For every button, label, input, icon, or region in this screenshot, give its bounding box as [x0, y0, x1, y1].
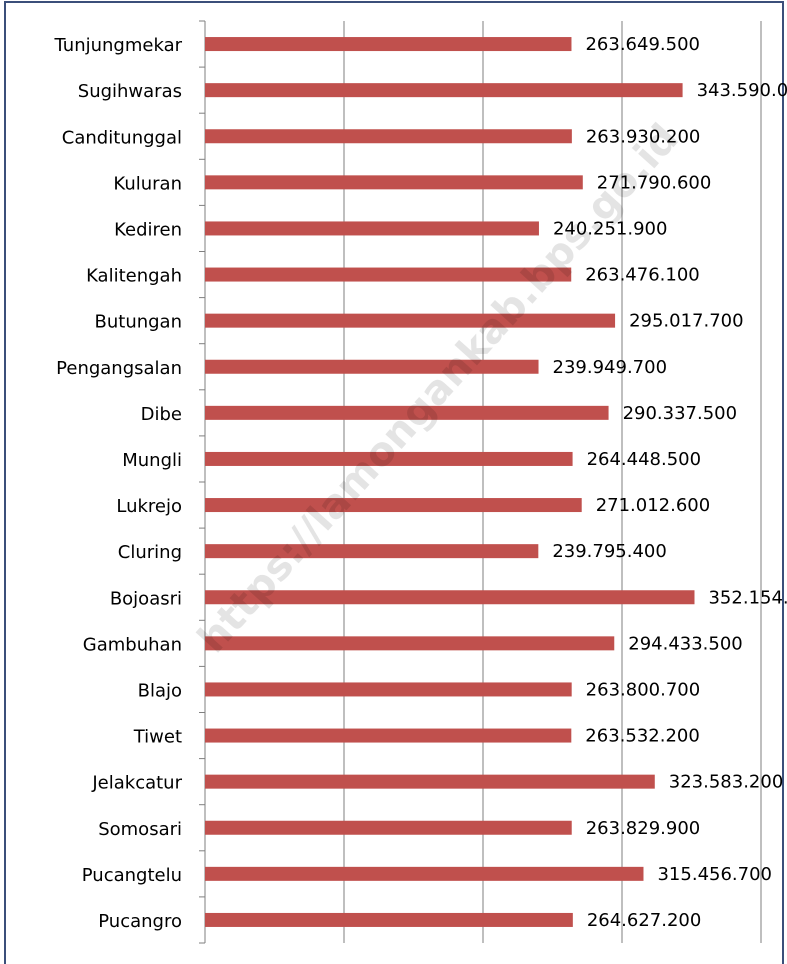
data-label: 323.583.200 [669, 772, 784, 793]
data-label: 263.476.100 [585, 265, 700, 286]
bar [205, 682, 572, 697]
bar [205, 912, 573, 927]
y-tick-label: Dibe [141, 404, 182, 425]
data-label: 239.949.700 [553, 357, 668, 378]
watermark: https://lamongankab.bps.go.id [189, 115, 688, 662]
data-label: 263.930.200 [586, 126, 701, 147]
bar [205, 866, 644, 881]
bar [205, 774, 655, 789]
y-tick-label: Pengangsalan [56, 358, 182, 379]
y-tick-label: Gambuhan [83, 634, 182, 655]
frame [4, 1, 784, 964]
y-tick-label: Somosari [98, 819, 182, 840]
bar [205, 451, 573, 466]
data-label: 264.627.200 [587, 910, 702, 931]
y-tick-label: Butungan [95, 312, 183, 333]
bar [205, 83, 683, 98]
data-label: 264.448.500 [587, 449, 702, 470]
y-tick-label: Tiwet [133, 727, 182, 748]
data-label: 271.012.600 [596, 495, 711, 516]
y-tick-label: Kuluran [113, 173, 182, 194]
bar [205, 313, 616, 328]
data-label: 263.829.900 [586, 818, 701, 839]
bar [205, 590, 695, 605]
data-label: 352.154.700 [708, 587, 787, 608]
bar [205, 221, 539, 236]
y-tick-label: Mungli [122, 450, 182, 471]
y-tick-label: Kalitengah [86, 266, 182, 287]
data-label: 294.433.500 [628, 633, 743, 654]
y-tick-label: Blajo [138, 680, 182, 701]
data-label: 263.800.700 [586, 679, 701, 700]
bar [205, 37, 572, 52]
bar [205, 175, 583, 190]
bar [205, 405, 609, 420]
bar [205, 636, 615, 651]
bar [205, 820, 572, 835]
y-tick-label: Sugihwaras [78, 81, 182, 102]
data-label: 343.590.000 [697, 80, 787, 101]
bar [205, 498, 582, 513]
y-tick-label: Pucangtelu [82, 865, 182, 886]
data-label: 239.795.400 [552, 541, 667, 562]
data-label: 290.337.500 [623, 403, 738, 424]
bar [205, 544, 539, 559]
data-label: 315.456.700 [657, 864, 772, 885]
bar [205, 267, 572, 282]
y-tick-label: Pucangro [98, 911, 182, 932]
y-tick-label: Tunjungmekar [54, 35, 183, 56]
bar [205, 728, 572, 743]
y-tick-label: Kediren [114, 219, 182, 240]
y-tick-label: Lukrejo [116, 496, 182, 517]
bar [205, 129, 572, 144]
y-tick-label: Canditunggal [62, 127, 182, 148]
data-label: 240.251.900 [553, 218, 668, 239]
bar [205, 359, 539, 374]
data-label: 271.790.600 [597, 172, 712, 193]
data-label: 295.017.700 [629, 311, 744, 332]
y-tick-label: Jelakcatur [91, 773, 182, 794]
y-tick-label: Cluring [118, 542, 182, 563]
y-tick-label: Bojoasri [110, 588, 182, 609]
data-label: 263.649.500 [585, 34, 700, 55]
data-label: 263.532.200 [585, 726, 700, 747]
